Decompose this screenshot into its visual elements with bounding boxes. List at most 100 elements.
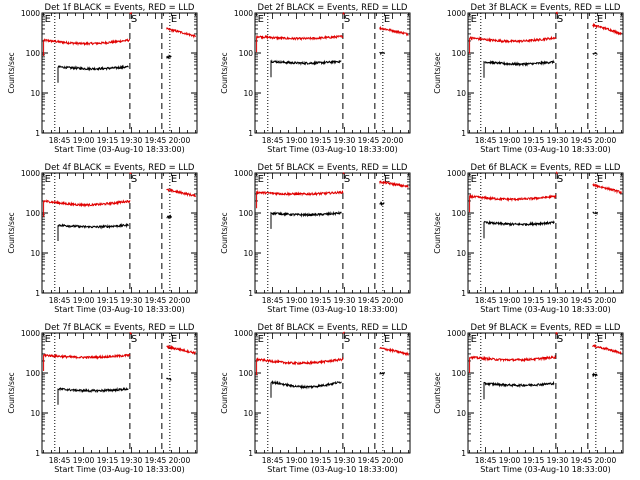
x-tick-label: 20:00 <box>595 456 617 465</box>
y-tick-label: 1000 <box>21 329 40 338</box>
plot-frame <box>467 12 624 134</box>
event-marker: E <box>471 174 477 185</box>
x-tick-label: 18:45 <box>475 456 497 465</box>
series-black-line <box>166 54 172 60</box>
event-marker: E <box>171 174 177 185</box>
y-tick-label: 10 <box>456 89 466 98</box>
series-red-line <box>166 27 196 39</box>
x-tick-label: 18:45 <box>49 456 71 465</box>
chart-title: Det 8f BLACK = Events, RED = LLD <box>258 323 408 333</box>
panel-2f: Det 2f BLACK = Events, RED = LLD 1 10 100 10… <box>220 3 411 154</box>
y-axis-label: Counts/sec <box>433 52 442 93</box>
event-marker: E <box>171 14 177 25</box>
plot-frame <box>254 172 411 294</box>
x-tick-label: 19:30 <box>121 296 143 305</box>
plot-frame <box>467 172 624 294</box>
x-tick-label: 18:45 <box>49 136 71 145</box>
series-black-line <box>483 59 555 78</box>
y-axis-label: Counts/sec <box>220 212 229 253</box>
series-black-line <box>57 64 129 83</box>
y-tick-label: 1 <box>461 449 466 458</box>
y-axis-label: Counts/sec <box>220 372 229 413</box>
x-tick-label: 19:30 <box>121 136 143 145</box>
x-tick-label: 19:45 <box>571 136 593 145</box>
x-axis-label: Start Time (03-Aug-10 18:33:00) <box>54 305 185 314</box>
x-tick-label: 19:30 <box>547 456 569 465</box>
x-tick-label: 18:45 <box>262 456 284 465</box>
series-red-line <box>129 172 132 175</box>
panel-1f: Det 1f BLACK = Events, RED = LLD 1 10 100 10… <box>7 3 198 154</box>
series-red-line <box>256 189 344 209</box>
y-axis-label: Counts/sec <box>7 372 16 413</box>
chart-title: Det 9f BLACK = Events, RED = LLD <box>471 323 621 333</box>
event-marker: E <box>45 14 51 25</box>
y-tick-label: 1 <box>461 289 466 298</box>
x-axis-label: Start Time (03-Aug-10 18:33:00) <box>267 465 398 474</box>
y-tick-label: 100 <box>26 369 41 378</box>
x-axis-label: Start Time (03-Aug-10 18:33:00) <box>480 465 611 474</box>
x-tick-label: 19:00 <box>73 296 95 305</box>
panel-8f: Det 8f BLACK = Events, RED = LLD 1 10 100 10… <box>220 323 411 474</box>
plot-frame <box>254 12 411 134</box>
y-tick-label: 1000 <box>234 329 253 338</box>
chart-title: Det 2f BLACK = Events, RED = LLD <box>258 3 408 13</box>
series-red-line <box>43 353 131 371</box>
y-tick-label: 100 <box>239 369 254 378</box>
series-black-line <box>166 377 172 381</box>
y-tick-label: 100 <box>239 49 254 58</box>
x-axis-label: Start Time (03-Aug-10 18:33:00) <box>480 305 611 314</box>
event-marker: E <box>258 334 264 345</box>
x-axis-label: Start Time (03-Aug-10 18:33:00) <box>480 145 611 154</box>
series-red-line <box>555 332 558 336</box>
x-axis-label: Start Time (03-Aug-10 18:33:00) <box>54 145 185 154</box>
series-red-line <box>256 356 344 376</box>
y-axis-label: Counts/sec <box>220 52 229 93</box>
series-red-line <box>166 188 196 198</box>
x-tick-label: 19:15 <box>310 136 332 145</box>
event-marker: S <box>557 334 563 345</box>
event-marker: E <box>597 334 603 345</box>
x-tick-label: 20:00 <box>169 136 191 145</box>
event-marker: S <box>131 174 137 185</box>
y-tick-label: 1 <box>248 129 253 138</box>
x-tick-label: 19:15 <box>97 296 119 305</box>
plot-frame <box>41 172 198 294</box>
series-black-line <box>270 379 342 398</box>
y-tick-label: 10 <box>456 409 466 418</box>
x-tick-label: 19:45 <box>358 456 380 465</box>
y-axis-label: Counts/sec <box>433 212 442 253</box>
event-marker: S <box>557 174 563 185</box>
event-marker: S <box>344 14 350 25</box>
series-red-line <box>555 11 558 15</box>
plot-frame <box>467 332 624 454</box>
x-tick-label: 20:00 <box>169 456 191 465</box>
x-axis-label: Start Time (03-Aug-10 18:33:00) <box>54 465 185 474</box>
y-tick-label: 1 <box>35 289 40 298</box>
event-marker: E <box>258 14 264 25</box>
x-tick-label: 19:15 <box>97 136 119 145</box>
event-marker: E <box>258 174 264 185</box>
series-black-line <box>379 51 385 56</box>
x-tick-label: 19:30 <box>547 296 569 305</box>
y-tick-label: 1 <box>248 289 253 298</box>
x-tick-label: 19:00 <box>499 456 521 465</box>
series-red-line <box>166 344 196 356</box>
event-marker: E <box>471 14 477 25</box>
series-red-line <box>256 34 344 53</box>
series-red-line <box>592 182 622 195</box>
series-red-line <box>43 199 131 217</box>
series-red-line <box>469 35 557 54</box>
y-tick-label: 100 <box>26 49 41 58</box>
x-tick-label: 19:00 <box>499 136 521 145</box>
x-tick-label: 19:15 <box>310 456 332 465</box>
x-tick-label: 19:00 <box>286 136 308 145</box>
series-black-line <box>270 59 342 78</box>
x-tick-label: 19:30 <box>547 136 569 145</box>
x-tick-label: 19:45 <box>358 136 380 145</box>
y-axis-label: Counts/sec <box>7 52 16 93</box>
x-tick-label: 19:45 <box>571 296 593 305</box>
event-marker: S <box>344 334 350 345</box>
y-tick-label: 1 <box>461 129 466 138</box>
x-tick-label: 20:00 <box>382 136 404 145</box>
event-marker: E <box>597 14 603 25</box>
